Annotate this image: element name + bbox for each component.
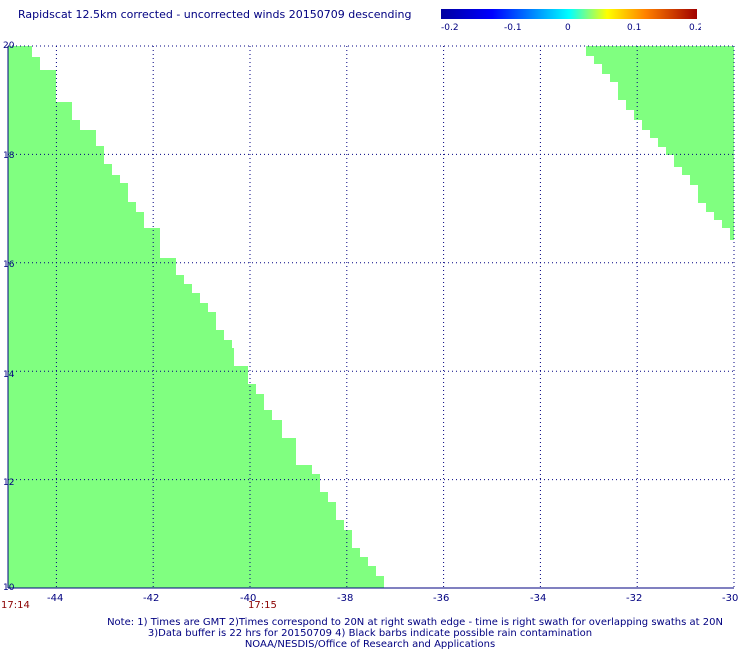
- lat-tick-label: 10: [3, 583, 15, 593]
- lat-tick-label: 14: [3, 370, 15, 380]
- swath-right: [586, 46, 734, 240]
- lon-tick-label: -38: [337, 593, 353, 604]
- map-title: Rapidscat 12.5km corrected - uncorrected…: [18, 8, 412, 21]
- lon-tick-label: -44: [47, 593, 63, 604]
- colorbar-tick: -0.1: [504, 23, 522, 33]
- colorbar-tick: 0.1: [627, 23, 641, 33]
- swath-left: [8, 46, 384, 588]
- lat-tick-label: 20: [3, 41, 15, 51]
- note-line-1: Note: 1) Times are GMT 2)Times correspon…: [107, 617, 723, 628]
- lat-tick-label: 18: [3, 151, 15, 161]
- time-label-left: 17:14: [1, 600, 30, 611]
- colorbar-tick: 0.2: [689, 23, 701, 33]
- lat-tick-label: 12: [3, 478, 14, 488]
- grid: [8, 45, 735, 589]
- time-label-mid: 17:15: [248, 600, 277, 611]
- lon-tick-label: -36: [433, 593, 449, 604]
- colorbar-tick: -0.2: [441, 23, 459, 33]
- lat-tick-label: 16: [3, 260, 15, 270]
- colorbar-tick: 0: [565, 23, 571, 33]
- lon-tick-label: -34: [530, 593, 546, 604]
- note-line-2: 3)Data buffer is 22 hrs for 20150709 4) …: [147, 628, 593, 639]
- lon-tick-label: -32: [626, 593, 642, 604]
- lon-tick-label: -30: [722, 593, 738, 604]
- lon-tick-label: -40: [240, 593, 256, 604]
- colorbar-gradient: [441, 9, 697, 19]
- colorbar: -0.2 -0.1 0 0.1 0.2: [441, 9, 701, 33]
- lon-tick-label: -42: [143, 593, 159, 604]
- note-line-3: NOAA/NESDIS/Office of Research and Appli…: [244, 639, 496, 650]
